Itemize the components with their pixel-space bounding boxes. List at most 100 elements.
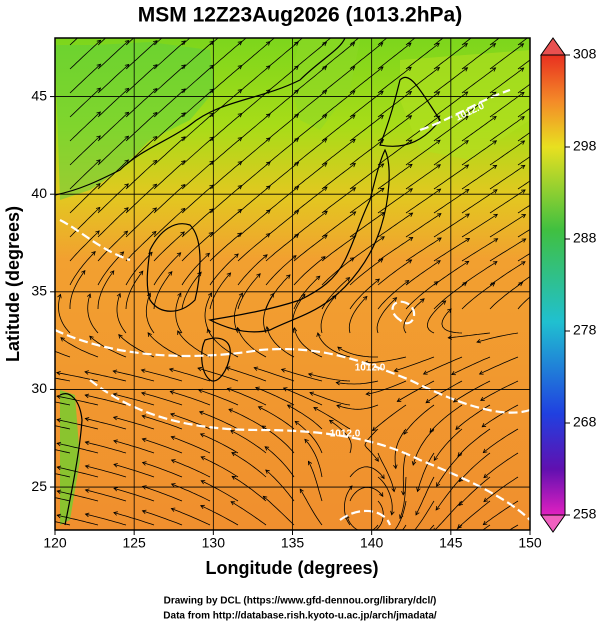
streamline	[405, 237, 442, 262]
streamline	[84, 371, 127, 382]
streamline	[458, 476, 491, 506]
arrowhead	[520, 116, 525, 121]
arrowhead	[96, 159, 101, 164]
streamline	[69, 87, 101, 118]
arrowhead	[113, 463, 118, 468]
streamline	[377, 163, 413, 190]
streamline	[397, 380, 435, 402]
streamline	[125, 231, 157, 262]
streamline	[69, 183, 101, 214]
arrowhead	[463, 91, 469, 96]
arrowhead	[29, 396, 33, 400]
arrowhead	[322, 65, 328, 71]
streamline	[265, 137, 299, 166]
streamline	[349, 466, 385, 479]
arrowhead	[476, 339, 481, 344]
arrowhead	[56, 394, 61, 399]
streamline	[317, 332, 351, 358]
streamline	[349, 278, 380, 310]
streamline	[377, 280, 409, 310]
arrowhead	[238, 292, 243, 298]
streamline	[69, 251, 96, 286]
streamline	[209, 137, 243, 166]
streamline	[349, 486, 384, 502]
streamline	[237, 273, 261, 310]
arrowhead	[292, 255, 297, 260]
streamline	[377, 139, 413, 166]
streamline	[461, 164, 497, 190]
arrowhead	[84, 464, 90, 469]
arrowhead	[380, 236, 385, 241]
arrowhead	[491, 19, 495, 23]
streamline	[209, 89, 242, 118]
streamline	[489, 214, 526, 238]
arrowhead	[407, 115, 413, 120]
arrowhead	[170, 507, 176, 512]
arrowhead	[307, 372, 313, 377]
arrowhead	[181, 64, 186, 69]
streamline	[457, 500, 491, 529]
streamline	[405, 213, 442, 238]
ticks: 120 125 130 135 140 145 150 25 30 35 40 45	[31, 87, 541, 550]
streamline	[293, 90, 327, 118]
arrowhead	[125, 17, 129, 21]
arrowhead	[141, 461, 147, 466]
streamline	[433, 282, 467, 310]
streamline	[349, 187, 385, 214]
arrowhead	[229, 429, 235, 435]
streamline	[200, 505, 239, 526]
streamline	[293, 210, 328, 238]
streamline	[57, 490, 99, 502]
arrowhead	[56, 489, 62, 495]
streamline	[489, 140, 525, 166]
streamline	[321, 211, 356, 238]
streamline	[233, 292, 243, 334]
streamline	[153, 184, 186, 214]
arrowhead	[123, 230, 129, 236]
streamline	[405, 164, 441, 190]
streamline	[125, 160, 157, 190]
streamline	[399, 476, 407, 519]
arrowhead	[464, 140, 469, 145]
arrowhead	[463, 19, 467, 23]
arrowhead	[180, 231, 185, 236]
arrowhead	[294, 420, 300, 426]
streamline	[453, 380, 491, 403]
streamline	[476, 332, 519, 343]
streamline	[349, 212, 385, 238]
arrowhead	[96, 63, 102, 69]
map-area: 1012.0 1012.0 1012.0	[29, 17, 530, 547]
arrowhead	[96, 183, 101, 188]
streamline	[377, 188, 413, 214]
streamline	[237, 113, 271, 142]
arrowhead	[146, 292, 151, 298]
arrowhead	[140, 391, 146, 396]
arrowhead	[380, 212, 385, 217]
streamline	[69, 207, 101, 238]
y-tick-label: 25	[31, 478, 47, 494]
streamline	[181, 253, 210, 286]
streamline	[293, 186, 328, 214]
arrowhead	[435, 66, 441, 72]
streamline	[55, 377, 71, 382]
arrowhead	[437, 237, 442, 242]
streamline	[321, 235, 356, 262]
streamline	[207, 328, 239, 358]
streamline	[56, 395, 99, 406]
streamline	[337, 346, 378, 358]
streamline	[377, 452, 395, 492]
arrowhead	[478, 370, 484, 375]
streamline	[97, 207, 129, 238]
arrowhead	[119, 251, 125, 256]
streamline	[321, 163, 356, 190]
arrowhead	[237, 208, 243, 214]
arrowhead	[152, 183, 158, 189]
streamline	[97, 183, 129, 214]
arrowhead	[392, 297, 398, 302]
streamline	[231, 452, 267, 478]
streamline	[483, 452, 519, 478]
streamline	[321, 42, 355, 70]
arrowhead	[89, 335, 94, 341]
arrowhead	[482, 543, 486, 547]
